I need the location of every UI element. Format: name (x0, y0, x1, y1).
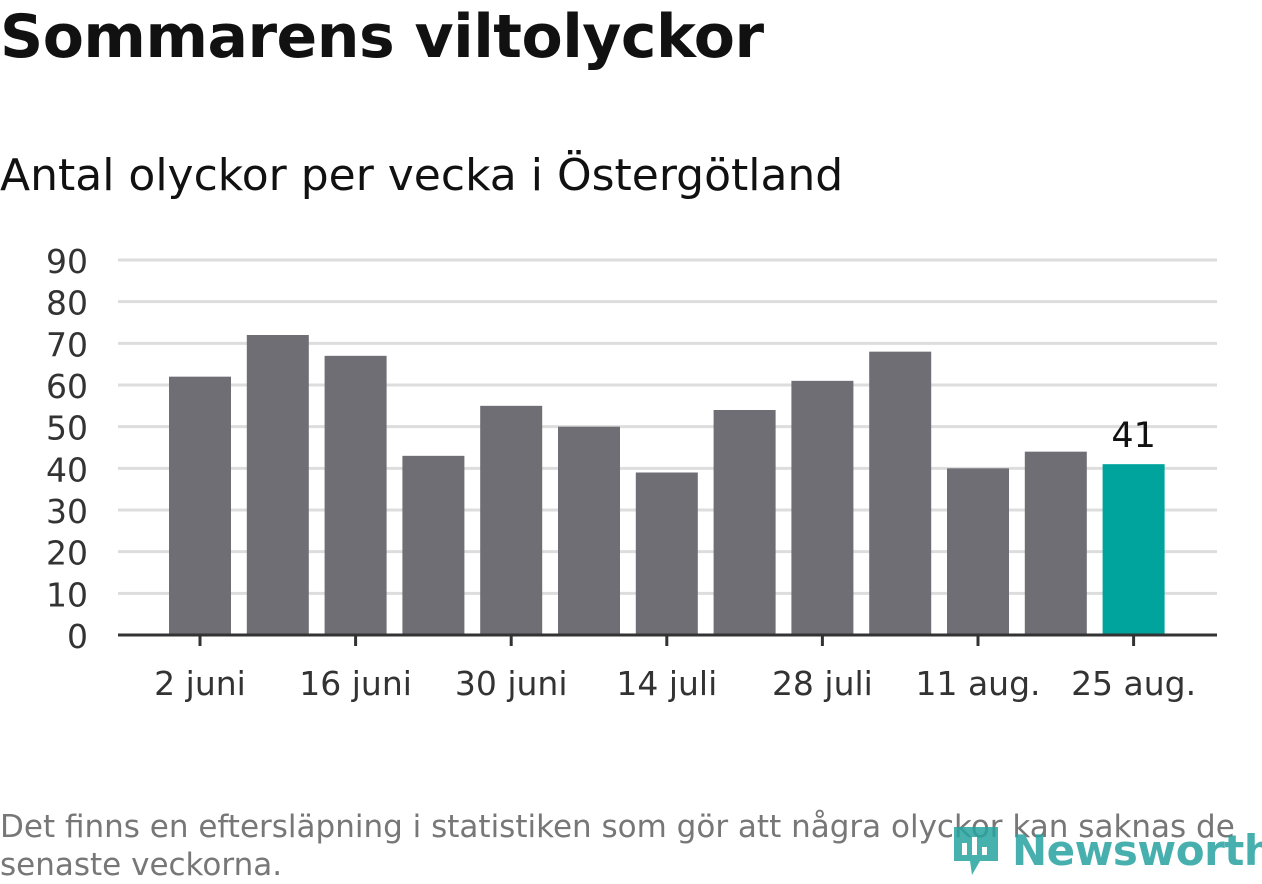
bar (324, 355, 387, 635)
bar (558, 426, 620, 635)
bar (635, 472, 698, 635)
x-tick-label: 28 juli (772, 664, 873, 703)
x-tick-label: 2 juni (154, 664, 246, 703)
footnote: Det finns en eftersläpning i statistiken… (0, 809, 1235, 883)
y-tick-label: 0 (67, 617, 88, 656)
bar (713, 410, 776, 635)
y-tick-label: 70 (46, 325, 88, 364)
x-tick-label: 14 juli (616, 664, 717, 703)
bar (402, 455, 465, 635)
bar (480, 405, 543, 635)
x-tick-label: 16 juni (299, 664, 412, 703)
bar (947, 468, 1009, 635)
newsworthy-logo-icon (954, 827, 998, 875)
bar (869, 351, 932, 635)
x-tick-label: 11 aug. (915, 664, 1040, 703)
brand-logo: Newsworthy (950, 820, 1262, 880)
bar (1024, 451, 1087, 635)
bar-highlight (1102, 464, 1165, 635)
y-tick-label: 80 (46, 284, 88, 323)
bar (791, 380, 854, 635)
y-tick-label: 10 (46, 575, 88, 614)
x-tick-label: 25 aug. (1071, 664, 1196, 703)
chart-subtitle: Antal olyckor per vecka i Östergötland (0, 150, 844, 201)
y-tick-label: 60 (46, 367, 88, 406)
y-tick-label: 30 (46, 492, 88, 531)
bar (169, 376, 231, 635)
y-tick-label: 50 (46, 409, 88, 448)
bar (246, 335, 309, 635)
y-tick-label: 20 (46, 534, 88, 573)
brand-name: Newsworthy (1012, 825, 1262, 875)
chart-title: Sommarens viltolyckor (0, 2, 764, 72)
y-tick-label: 40 (46, 450, 88, 489)
y-tick-label: 90 (46, 242, 88, 281)
x-tick-label: 30 juni (455, 664, 568, 703)
data-label: 41 (1111, 416, 1156, 456)
